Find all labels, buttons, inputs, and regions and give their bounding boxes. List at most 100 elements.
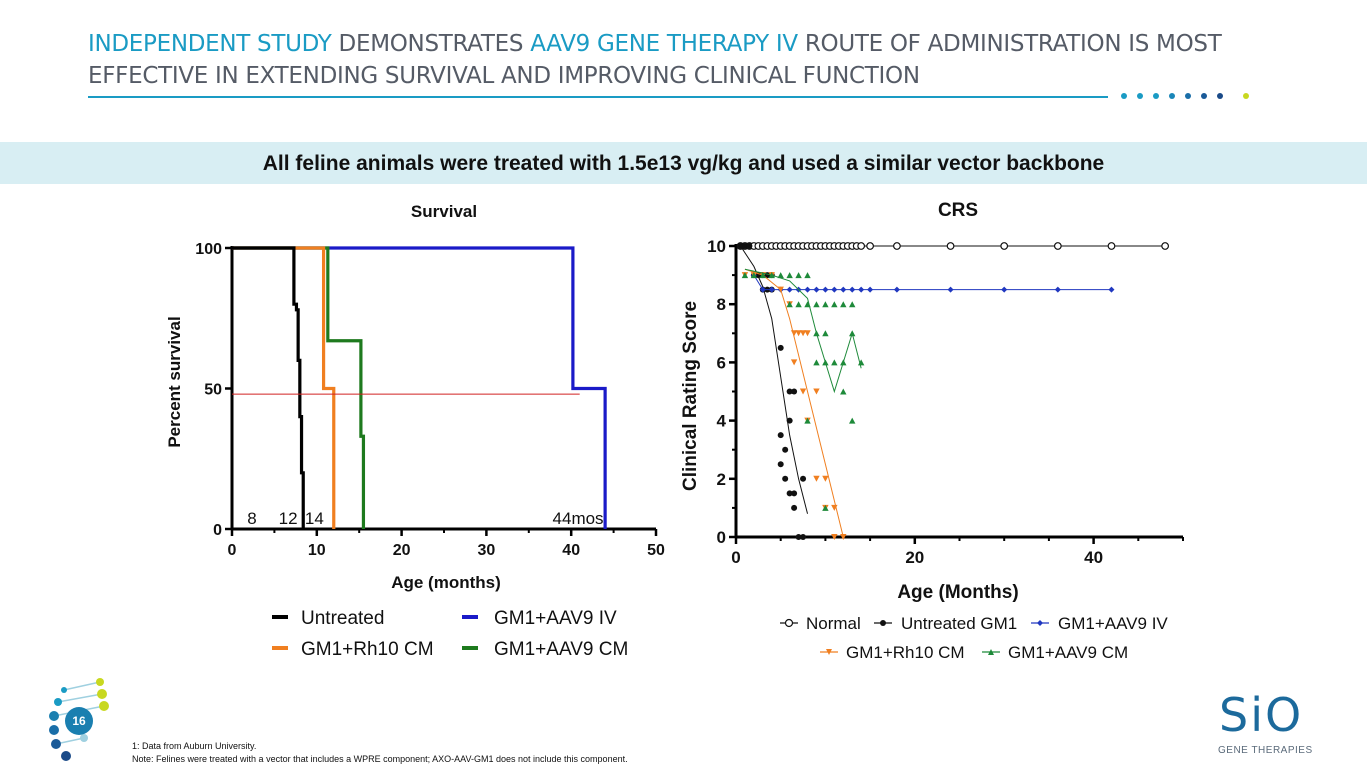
survival-x-tick-label: 40 xyxy=(562,542,580,559)
crs-marker-rh10-cm xyxy=(831,534,838,540)
crs-marker-aav9-cm xyxy=(786,272,793,279)
crs-marker-aav9-iv xyxy=(768,286,775,293)
crs-marker-normal xyxy=(946,242,955,250)
crs-trend-line xyxy=(744,268,844,538)
crs-marker-aav9-iv xyxy=(947,286,954,293)
title-underline xyxy=(88,96,1108,98)
survival-y-tick-label: 100 xyxy=(195,241,222,258)
crs-marker-aav9-cm xyxy=(840,388,847,395)
crs-marker-aav9-iv xyxy=(822,286,829,293)
crs-marker-aav9-cm xyxy=(822,330,829,337)
crs-marker-aav9-cm xyxy=(849,330,856,337)
crs-marker-untreated xyxy=(791,504,798,511)
survival-annotation: 8 xyxy=(247,509,256,528)
survival-annotation: 12 xyxy=(279,509,298,528)
company-logo-subtitle: GENE THERAPIES xyxy=(1218,745,1313,756)
crs-marker-aav9-cm xyxy=(813,330,820,337)
crs-marker-normal xyxy=(1053,242,1062,250)
crs-marker-aav9-cm xyxy=(813,301,820,308)
crs-marker-untreated xyxy=(777,344,784,351)
crs-xlabel: Age (Months) xyxy=(897,582,1018,603)
crs-marker-aav9-iv xyxy=(759,286,766,293)
crs-x-tick-label: 20 xyxy=(905,548,924,567)
crs-marker-aav9-cm xyxy=(857,359,865,366)
crs-marker-rh10-cm xyxy=(795,330,802,337)
crs-marker-rh10-cm xyxy=(813,388,820,395)
legend-normal: Normal xyxy=(806,614,861,633)
legend-untreated: Untreated xyxy=(301,608,384,629)
crs-marker-aav9-cm xyxy=(813,359,820,366)
survival-xlabel: Age (months) xyxy=(391,573,501,592)
survival-annotation: 14 xyxy=(305,509,324,528)
crs-marker-rh10-cm xyxy=(804,330,811,337)
legend-untreated-gm1: Untreated GM1 xyxy=(901,614,1017,633)
legend-crs-rh10-cm: GM1+Rh10 CM xyxy=(846,643,965,662)
survival-legend: Untreated GM1+AAV9 IV GM1+Rh10 CM GM1+AA… xyxy=(272,608,628,660)
legend-crs-aav9-iv: GM1+AAV9 IV xyxy=(1058,614,1168,633)
survival-chart-panel: Survival Percent survival Age (months) 0… xyxy=(136,186,676,666)
dna-logo-icon xyxy=(49,678,109,761)
footnote-note: Note: Felines were treated with a vector… xyxy=(132,754,628,764)
legend-crs-aav9-cm: GM1+AAV9 CM xyxy=(1008,643,1128,662)
crs-marker-untreated xyxy=(795,534,802,540)
survival-x-tick-label: 0 xyxy=(228,542,237,559)
survival-y-tick-label: 0 xyxy=(213,522,222,539)
crs-marker-aav9-cm xyxy=(759,272,767,279)
crs-marker-rh10-cm xyxy=(799,388,807,395)
title-text-2: ROUTE OF ADMINISTRATION IS MOST EFFECTIV… xyxy=(88,31,1222,89)
crs-marker-aav9-iv xyxy=(831,286,838,293)
crs-marker-untreated xyxy=(786,490,793,497)
crs-marker-aav9-cm xyxy=(822,504,829,511)
crs-marker-rh10-cm xyxy=(831,504,838,511)
survival-x-tick-label: 20 xyxy=(393,542,411,559)
crs-marker-untreated xyxy=(737,243,744,249)
crs-marker-untreated xyxy=(777,461,784,468)
survival-ylabel: Percent survival xyxy=(165,316,184,447)
crs-trend-line xyxy=(740,245,809,514)
crs-marker-aav9-cm xyxy=(822,301,829,308)
crs-marker-aav9-iv xyxy=(893,286,900,293)
crs-marker-untreated xyxy=(791,388,798,395)
survival-title: Survival xyxy=(411,202,477,221)
crs-marker-untreated xyxy=(741,243,748,249)
crs-marker-aav9-cm xyxy=(849,417,856,424)
crs-marker-rh10-cm xyxy=(790,359,798,366)
crs-marker-aav9-iv xyxy=(858,286,865,293)
crs-marker-aav9-cm xyxy=(840,301,847,308)
crs-marker-aav9-cm xyxy=(795,301,802,308)
crs-ylabel: Clinical Rating Score xyxy=(680,301,701,491)
crs-y-tick-label: 8 xyxy=(717,295,726,314)
crs-marker-untreated xyxy=(777,432,784,439)
crs-marker-untreated xyxy=(782,475,789,482)
crs-marker-untreated xyxy=(786,388,793,395)
survival-series-line xyxy=(232,246,305,529)
crs-marker-untreated xyxy=(746,243,753,249)
survival-series-line xyxy=(232,246,336,529)
crs-x-tick-label: 0 xyxy=(731,548,740,567)
crs-title: CRS xyxy=(938,200,978,221)
survival-chart: Survival Percent survival Age (months) 0… xyxy=(165,202,665,660)
crs-marker-aav9-iv xyxy=(840,286,847,293)
crs-marker-normal xyxy=(1161,242,1170,250)
crs-marker-aav9-cm xyxy=(741,272,749,279)
crs-marker-aav9-cm xyxy=(831,359,838,366)
survival-annotation: 44mos xyxy=(553,509,604,528)
crs-marker-aav9-cm xyxy=(786,301,793,308)
crs-marker-aav9-iv xyxy=(1054,286,1061,293)
survival-series-line xyxy=(232,246,607,529)
crs-marker-aav9-cm xyxy=(849,301,856,308)
crs-marker-normal xyxy=(857,242,866,250)
crs-marker-aav9-iv xyxy=(867,286,874,293)
crs-marker-normal xyxy=(893,242,901,250)
crs-marker-aav9-cm xyxy=(804,301,811,308)
crs-legend: Normal Untreated GM1 GM1+AAV9 IV GM1+Rh1… xyxy=(780,614,1168,662)
crs-marker-aav9-cm xyxy=(777,272,784,279)
survival-y-tick-label: 50 xyxy=(204,382,222,399)
crs-marker-untreated xyxy=(800,534,807,540)
crs-marker-aav9-cm xyxy=(750,272,758,279)
crs-marker-untreated xyxy=(800,475,807,482)
info-banner: All feline animals were treated with 1.5… xyxy=(0,142,1367,184)
crs-marker-aav9-iv xyxy=(786,286,793,293)
crs-marker-aav9-cm xyxy=(822,359,829,366)
crs-marker-normal xyxy=(866,242,875,250)
